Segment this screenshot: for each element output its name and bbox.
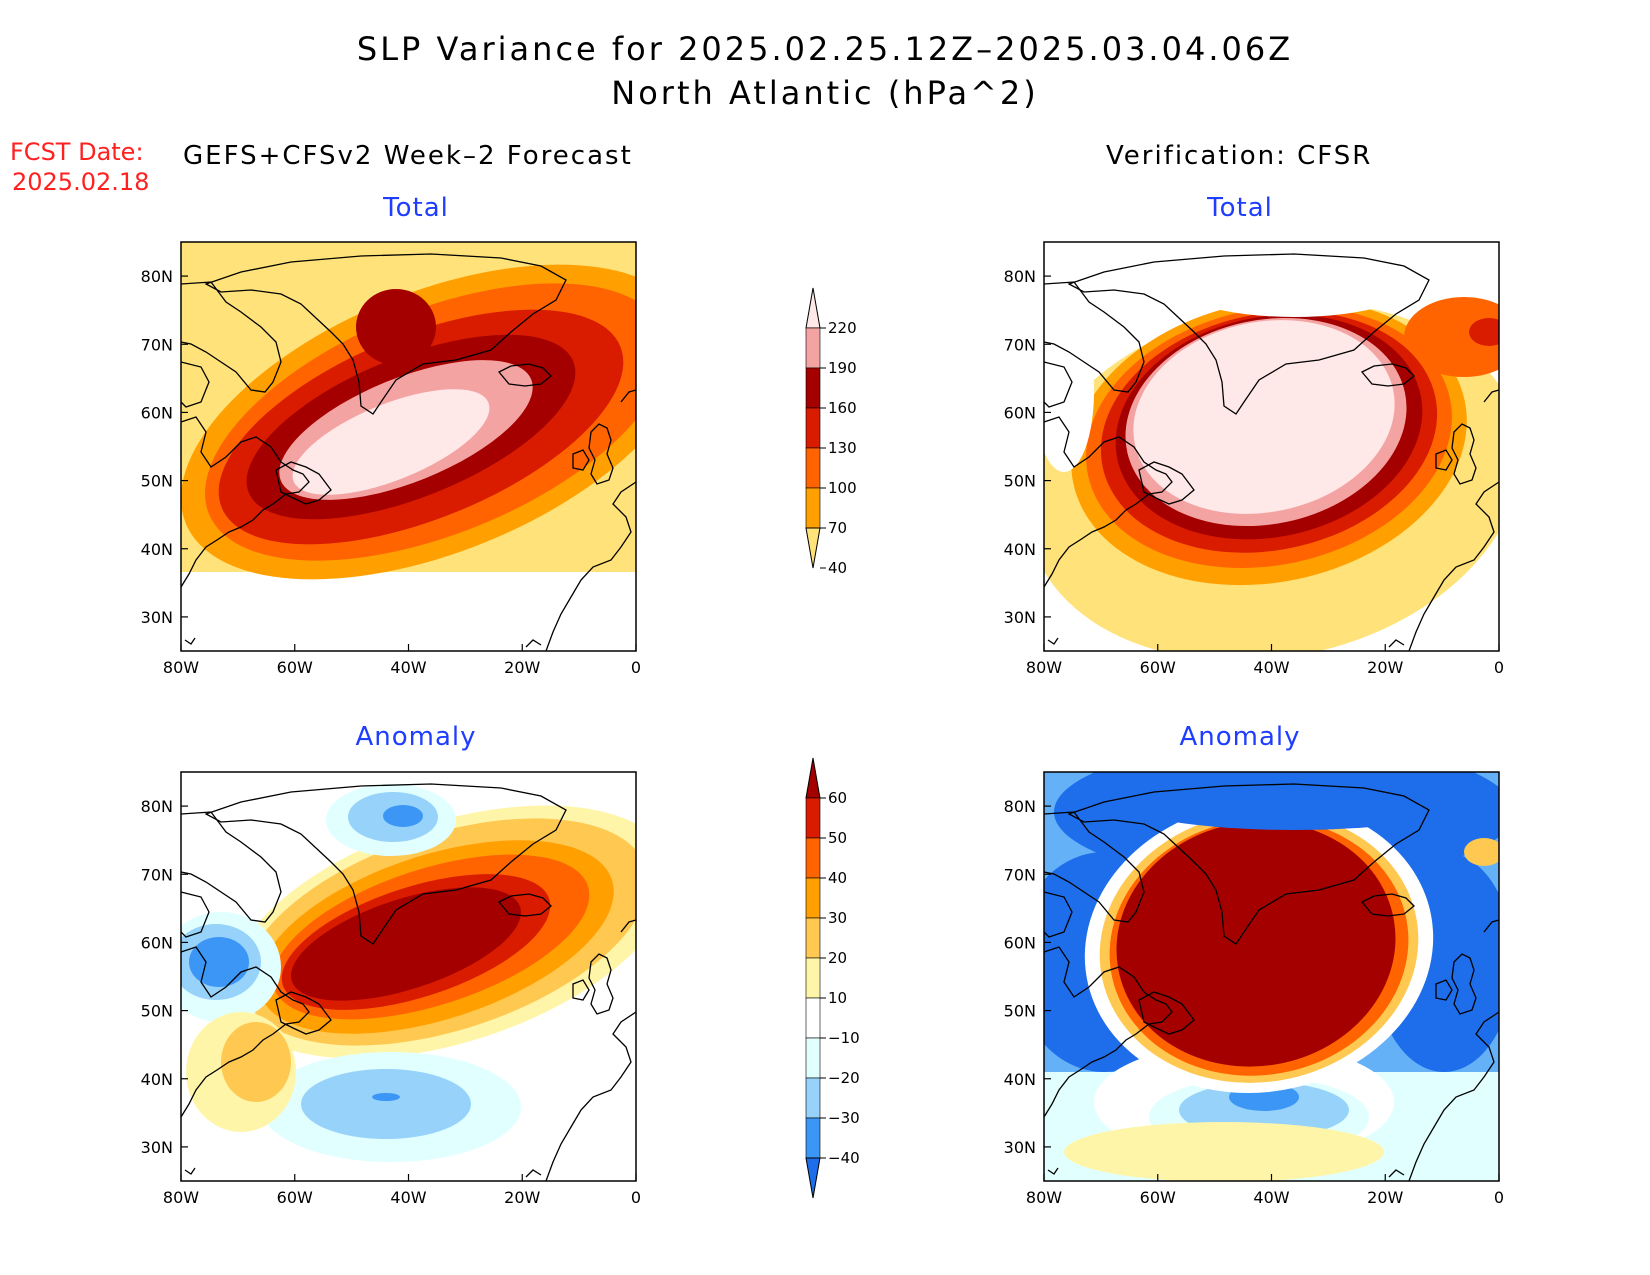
colorbar-label: −20 (828, 1069, 860, 1087)
colorbar-bottom-arrow (805, 527, 821, 569)
panel-title-fcst-anomaly: Anomaly (355, 722, 477, 752)
colorbar-label: 70 (828, 519, 847, 537)
lon-tick-label: 80W (163, 658, 199, 677)
colorbar-label: 40 (828, 559, 847, 577)
colorbar-label: 220 (828, 319, 857, 337)
lon-tick-label: 80W (163, 1188, 199, 1207)
lat-tick-label: 60N (141, 403, 173, 422)
colorbar-band (805, 917, 821, 959)
lon-tick-label: 60W (277, 658, 313, 677)
lat-tick-label: 70N (1004, 865, 1036, 884)
lat-tick-label: 50N (1004, 1002, 1036, 1021)
colorbar-label: 100 (828, 479, 857, 497)
lon-tick-label: 0 (631, 1188, 641, 1207)
lon-tick-label: 20W (504, 1188, 540, 1207)
colorbar-label: 50 (828, 829, 847, 847)
lat-tick-label: 40N (141, 540, 173, 559)
lat-tick-label: 40N (1004, 1070, 1036, 1089)
main-title: SLP Variance for 2025.02.25.12Z–2025.03.… (356, 30, 1294, 68)
lat-tick-label: 50N (1004, 472, 1036, 491)
colorbar-label: 160 (828, 399, 857, 417)
lat-tick-label: 30N (1004, 1138, 1036, 1157)
colorbar-bottom-arrow (805, 1157, 821, 1199)
colorbar-top-arrow (805, 287, 821, 329)
colorbar-band (805, 367, 821, 409)
lon-tick-label: 0 (1494, 658, 1504, 677)
lon-tick-label: 60W (1140, 658, 1176, 677)
colorbar-top-arrow (805, 757, 821, 799)
forecast-column-title: GEFS+CFSv2 Week–2 Forecast (183, 141, 633, 171)
lon-tick-label: 80W (1026, 658, 1062, 677)
colorbar-band (805, 957, 821, 999)
colorbar-band (805, 327, 821, 369)
lat-tick-label: 70N (141, 865, 173, 884)
colorbar-anomaly: 60 50 40 30 20 10 −10 −20 −30 −40 (805, 757, 860, 1199)
lat-tick-label: 60N (1004, 933, 1036, 952)
lon-tick-label: 20W (504, 658, 540, 677)
lon-tick-label: 20W (1367, 1188, 1403, 1207)
lon-tick-label: 0 (1494, 1188, 1504, 1207)
lat-tick-label: 80N (1004, 797, 1036, 816)
fcst-date-label: FCST Date: (10, 138, 144, 166)
colorbar-label: −30 (828, 1109, 860, 1127)
fcst-date-value: 2025.02.18 (12, 168, 150, 196)
lat-tick-label: 30N (141, 608, 173, 627)
map-panel-verif-anomaly (1044, 772, 1499, 1181)
colorbar-band (805, 1037, 821, 1079)
main-subtitle: North Atlantic (hPa^2) (611, 74, 1039, 112)
lat-tick-label: 40N (141, 1070, 173, 1089)
colorbar-label: 10 (828, 989, 847, 1007)
verification-column-title: Verification: CFSR (1106, 141, 1373, 171)
map-panel-fcst-total (181, 242, 636, 651)
lon-tick-label: 60W (277, 1188, 313, 1207)
colorbar-label: 20 (828, 949, 847, 967)
lat-tick-label: 80N (1004, 267, 1036, 286)
lon-tick-label: 20W (1367, 658, 1403, 677)
colorbar-label: 30 (828, 909, 847, 927)
lat-tick-label: 80N (141, 267, 173, 286)
colorbar-label: 190 (828, 359, 857, 377)
colorbar-band (805, 447, 821, 489)
panel-title-verif-anomaly: Anomaly (1179, 722, 1301, 752)
map-panel-verif-total (1044, 242, 1499, 651)
colorbar-band (805, 997, 821, 1039)
lat-tick-label: 30N (141, 1138, 173, 1157)
panel-title-verif-total: Total (1207, 193, 1273, 223)
lon-tick-label: 80W (1026, 1188, 1062, 1207)
lat-tick-label: 70N (1004, 335, 1036, 354)
lon-tick-label: 0 (631, 658, 641, 677)
lon-tick-label: 40W (390, 1188, 426, 1207)
lat-tick-label: 30N (1004, 608, 1036, 627)
colorbar-label: 40 (828, 869, 847, 887)
lat-tick-label: 80N (141, 797, 173, 816)
colorbar-band (805, 1117, 821, 1159)
colorbar-label: −40 (828, 1149, 860, 1167)
lat-tick-label: 60N (1004, 403, 1036, 422)
lon-tick-label: 60W (1140, 1188, 1176, 1207)
lat-tick-label: 70N (141, 335, 173, 354)
colorbar-total: 220 190 160 130 100 70 40 (805, 287, 857, 577)
colorbar-label: −10 (828, 1029, 860, 1047)
lon-tick-label: 40W (1253, 658, 1289, 677)
colorbar-band (805, 487, 821, 529)
colorbar-band (805, 877, 821, 919)
lon-tick-label: 40W (1253, 1188, 1289, 1207)
colorbar-band (805, 797, 821, 839)
lat-tick-label: 40N (1004, 540, 1036, 559)
colorbar-label: 130 (828, 439, 857, 457)
lat-tick-label: 50N (141, 472, 173, 491)
lon-tick-label: 40W (390, 658, 426, 677)
colorbar-label: 60 (828, 789, 847, 807)
lat-tick-label: 60N (141, 933, 173, 952)
panel-title-fcst-total: Total (383, 193, 449, 223)
colorbar-band (805, 837, 821, 879)
lat-tick-label: 50N (141, 1002, 173, 1021)
colorbar-band (805, 1077, 821, 1119)
colorbar-band (805, 407, 821, 449)
